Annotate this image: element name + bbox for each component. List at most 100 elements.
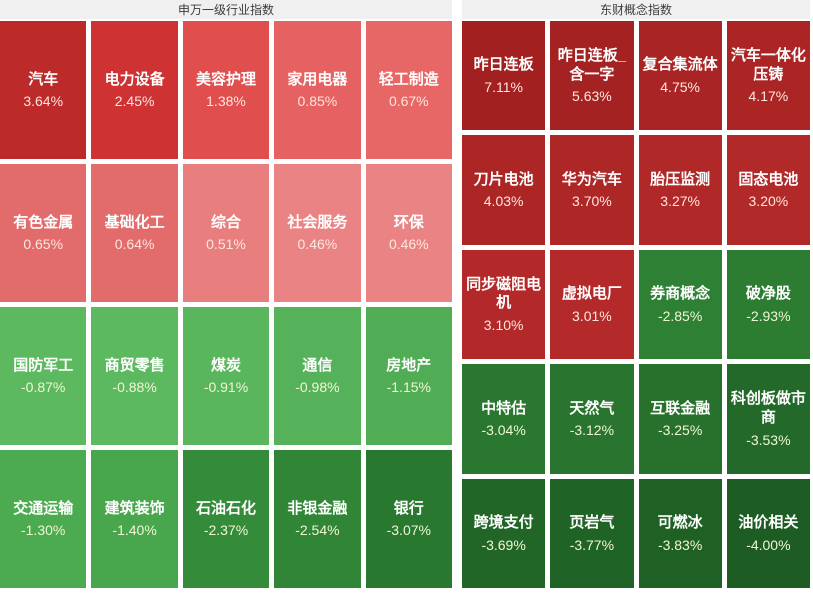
cell-value: 3.27% bbox=[660, 193, 700, 210]
heatmap-cell[interactable]: 环保 0.46% bbox=[365, 164, 452, 302]
concept-index-grid: 昨日连板 7.11% 昨日连板_含一字 5.63% 复合集流体 4.75% 汽车一体化压铸 4… bbox=[462, 21, 810, 588]
heatmap-cell[interactable]: 煤炭 -0.91% bbox=[182, 307, 270, 445]
cell-value: -0.98% bbox=[295, 379, 340, 396]
cell-value: 0.46% bbox=[297, 236, 338, 253]
cell-label: 券商概念 bbox=[650, 285, 711, 303]
heatmap-cell[interactable]: 电力设备 2.45% bbox=[91, 21, 178, 159]
heatmap-cell[interactable]: 虚拟电厂 3.01% bbox=[550, 249, 634, 360]
cell-label: 页岩气 bbox=[569, 513, 615, 531]
heatmap-cell[interactable]: 轻工制造 0.67% bbox=[365, 21, 452, 159]
heatmap-cell[interactable]: 中特估 -3.04% bbox=[462, 364, 546, 474]
heatmap-cell[interactable]: 华为汽车 3.70% bbox=[550, 135, 634, 245]
cell-value: 3.20% bbox=[748, 193, 789, 210]
cell-label: 昨日连板 bbox=[473, 56, 534, 74]
heatmap-cell[interactable]: 汽车 3.64% bbox=[0, 21, 87, 159]
cell-label: 天然气 bbox=[569, 399, 615, 417]
cell-label: 破净股 bbox=[745, 285, 791, 303]
cell-value: -3.07% bbox=[386, 522, 431, 539]
cell-label: 环保 bbox=[393, 213, 424, 231]
cell-value: 3.01% bbox=[572, 307, 612, 324]
heatmap-cell[interactable]: 互联金融 -3.25% bbox=[638, 364, 722, 474]
heatmap-cell[interactable]: 通信 -0.98% bbox=[274, 307, 361, 445]
heatmap-cell[interactable]: 券商概念 -2.85% bbox=[638, 249, 722, 360]
cell-label: 跨境支付 bbox=[473, 513, 534, 531]
cell-label: 社会服务 bbox=[287, 213, 348, 231]
cell-value: -0.87% bbox=[21, 379, 66, 396]
cell-label: 非银金融 bbox=[287, 499, 348, 517]
cell-value: -0.88% bbox=[112, 379, 157, 396]
heatmap-board: 汽车 3.64% 电力设备 2.45% 美容护理 1.38% 家用电器 0.85% 轻工制造 0.… bbox=[0, 21, 813, 588]
cell-label: 国防军工 bbox=[13, 356, 74, 374]
cell-label: 有色金属 bbox=[13, 213, 74, 231]
cell-label: 石油石化 bbox=[195, 499, 256, 517]
cell-label: 综合 bbox=[210, 213, 241, 231]
heatmap-cell[interactable]: 汽车一体化压铸 4.17% bbox=[726, 21, 810, 131]
cell-value: 1.38% bbox=[206, 93, 246, 110]
cell-label: 昨日连板_含一字 bbox=[557, 46, 627, 83]
cell-label: 家用电器 bbox=[287, 70, 348, 88]
cell-label: 中特估 bbox=[481, 399, 527, 417]
heatmap-cell[interactable]: 美容护理 1.38% bbox=[182, 21, 270, 159]
cell-label: 基础化工 bbox=[104, 213, 165, 231]
heatmap-cell[interactable]: 综合 0.51% bbox=[182, 164, 270, 302]
cell-value: 0.51% bbox=[206, 236, 246, 253]
heatmap-cell[interactable]: 科创板做市商 -3.53% bbox=[726, 364, 810, 474]
heatmap-cell[interactable]: 基础化工 0.64% bbox=[91, 164, 178, 302]
cell-label: 美容护理 bbox=[195, 70, 256, 88]
cell-value: 4.75% bbox=[660, 79, 700, 96]
heatmap-cell[interactable]: 家用电器 0.85% bbox=[274, 21, 361, 159]
cell-value: 0.64% bbox=[114, 236, 155, 253]
heatmap-cell[interactable]: 固态电池 3.20% bbox=[726, 135, 810, 245]
cell-value: -3.83% bbox=[657, 536, 703, 553]
heatmap-cell[interactable]: 同步磁阻电机 3.10% bbox=[462, 249, 546, 360]
heatmap-cell[interactable]: 昨日连板_含一字 5.63% bbox=[550, 21, 634, 131]
cell-label: 建筑装饰 bbox=[104, 499, 165, 517]
cell-value: -0.91% bbox=[203, 379, 249, 396]
cell-value: 0.67% bbox=[388, 93, 429, 110]
cell-value: 0.46% bbox=[388, 236, 429, 253]
cell-value: 2.45% bbox=[114, 93, 155, 110]
heatmap-cell[interactable]: 社会服务 0.46% bbox=[274, 164, 361, 302]
heatmap-cell[interactable]: 胎压监测 3.27% bbox=[638, 135, 722, 245]
cell-label: 汽车 bbox=[28, 70, 59, 88]
heatmap-cell[interactable]: 复合集流体 4.75% bbox=[638, 21, 722, 131]
cell-value: 3.10% bbox=[483, 317, 524, 334]
heatmap-cell[interactable]: 国防军工 -0.87% bbox=[0, 307, 87, 445]
cell-value: -3.04% bbox=[481, 422, 526, 439]
cell-value: 3.70% bbox=[572, 193, 612, 210]
heatmap-cell[interactable]: 天然气 -3.12% bbox=[550, 364, 634, 474]
heatmap-cell[interactable]: 页岩气 -3.77% bbox=[550, 478, 634, 588]
cell-label: 复合集流体 bbox=[642, 56, 718, 74]
cell-value: -2.54% bbox=[295, 522, 340, 539]
cell-label: 胎压监测 bbox=[650, 170, 711, 188]
cell-label: 汽车一体化压铸 bbox=[730, 46, 806, 83]
heatmap-cell[interactable]: 可燃冰 -3.83% bbox=[638, 478, 722, 588]
heatmap-cell[interactable]: 有色金属 0.65% bbox=[0, 164, 87, 302]
heatmap-cell[interactable]: 昨日连板 7.11% bbox=[462, 21, 546, 131]
cell-label: 固态电池 bbox=[738, 170, 799, 188]
cell-label: 商贸零售 bbox=[104, 356, 165, 374]
cell-value: 7.11% bbox=[484, 79, 523, 96]
heatmap-cell[interactable]: 银行 -3.07% bbox=[365, 450, 452, 588]
cell-value: -3.25% bbox=[657, 422, 703, 439]
cell-value: -3.12% bbox=[569, 422, 615, 439]
cell-label: 银行 bbox=[393, 499, 424, 517]
heatmap-cell[interactable]: 油价相关 -4.00% bbox=[726, 478, 810, 588]
cell-value: 0.85% bbox=[297, 93, 338, 110]
concept-index-title: 东财概念指数 bbox=[462, 0, 810, 19]
heatmap-cell[interactable]: 建筑装饰 -1.40% bbox=[91, 450, 178, 588]
heatmap-cell[interactable]: 破净股 -2.93% bbox=[726, 249, 810, 360]
cell-value: 4.17% bbox=[748, 88, 789, 105]
heatmap-cell[interactable]: 房地产 -1.15% bbox=[365, 307, 452, 445]
header-bar: 申万一级行业指数 东财概念指数 bbox=[0, 0, 813, 19]
heatmap-cell[interactable]: 商贸零售 -0.88% bbox=[91, 307, 178, 445]
cell-value: -4.00% bbox=[746, 536, 791, 553]
heatmap-cell[interactable]: 跨境支付 -3.69% bbox=[462, 478, 546, 588]
heatmap-cell[interactable]: 非银金融 -2.54% bbox=[274, 450, 361, 588]
heatmap-cell[interactable]: 石油石化 -2.37% bbox=[182, 450, 270, 588]
heatmap-cell[interactable]: 交通运输 -1.30% bbox=[0, 450, 87, 588]
cell-value: 3.64% bbox=[23, 93, 64, 110]
heatmap-cell[interactable]: 刀片电池 4.03% bbox=[462, 135, 546, 245]
cell-value: -1.30% bbox=[21, 522, 66, 539]
